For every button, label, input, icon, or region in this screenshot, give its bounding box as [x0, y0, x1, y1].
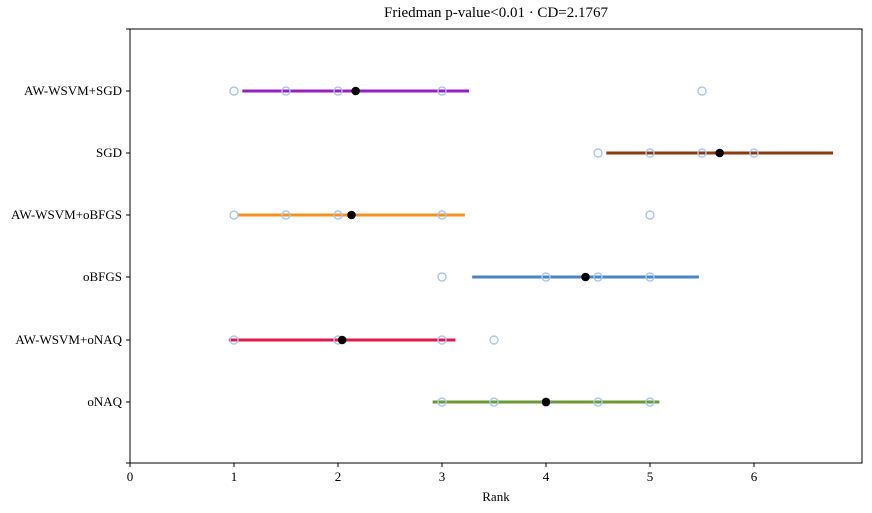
- rank-point: [697, 148, 707, 158]
- rank-point: [593, 148, 603, 158]
- x-tick-label: 0: [127, 469, 134, 484]
- rank-point: [333, 210, 343, 220]
- x-tick-label: 4: [543, 469, 550, 484]
- rank-point: [437, 272, 447, 282]
- mean-rank-point: [337, 335, 347, 345]
- mean-rank-point: [351, 86, 360, 96]
- y-tick-label: oBFGS: [83, 269, 122, 284]
- rank-point: [645, 210, 655, 220]
- x-tick-label: 3: [439, 469, 446, 484]
- y-tick-label: oNAQ: [87, 394, 122, 409]
- rank-point: [541, 272, 551, 282]
- mean-rank-point: [541, 397, 551, 407]
- y-tick-label: AW-WSVM+SGD: [24, 83, 122, 98]
- x-tick-label: 5: [647, 469, 654, 484]
- x-tick-label: 2: [335, 469, 342, 484]
- chart-title: Friedman p-value<0.01 · CD=2.1767: [384, 5, 608, 21]
- rank-point: [437, 397, 447, 407]
- rank-point: [645, 272, 655, 282]
- x-axis-label: Rank: [482, 489, 510, 504]
- mean-rank-point: [715, 148, 724, 158]
- rank-point: [489, 397, 499, 407]
- rank-point: [489, 335, 499, 345]
- y-tick-label: SGD: [96, 145, 122, 160]
- y-tick-label: AW-WSVM+oNAQ: [15, 332, 122, 347]
- rank-point: [229, 335, 239, 345]
- rank-point: [281, 86, 291, 96]
- x-tick-label: 6: [751, 469, 758, 484]
- y-tick-label: AW-WSVM+oBFGS: [11, 207, 122, 222]
- rank-point: [437, 210, 447, 220]
- rank-point: [697, 86, 707, 96]
- mean-rank-point: [581, 272, 590, 282]
- rank-point: [333, 86, 343, 96]
- rank-point: [593, 272, 603, 282]
- plot-frame: [129, 28, 863, 464]
- rank-point: [229, 86, 239, 96]
- rank-point: [437, 335, 447, 345]
- rank-point: [229, 210, 239, 220]
- rank-point: [645, 148, 655, 158]
- rank-point: [593, 397, 603, 407]
- mean-rank-point: [347, 210, 356, 220]
- rank-point: [281, 210, 291, 220]
- rank-point: [645, 397, 655, 407]
- rank-point: [749, 148, 759, 158]
- x-tick-label: 1: [231, 469, 238, 484]
- rank-point: [437, 86, 447, 96]
